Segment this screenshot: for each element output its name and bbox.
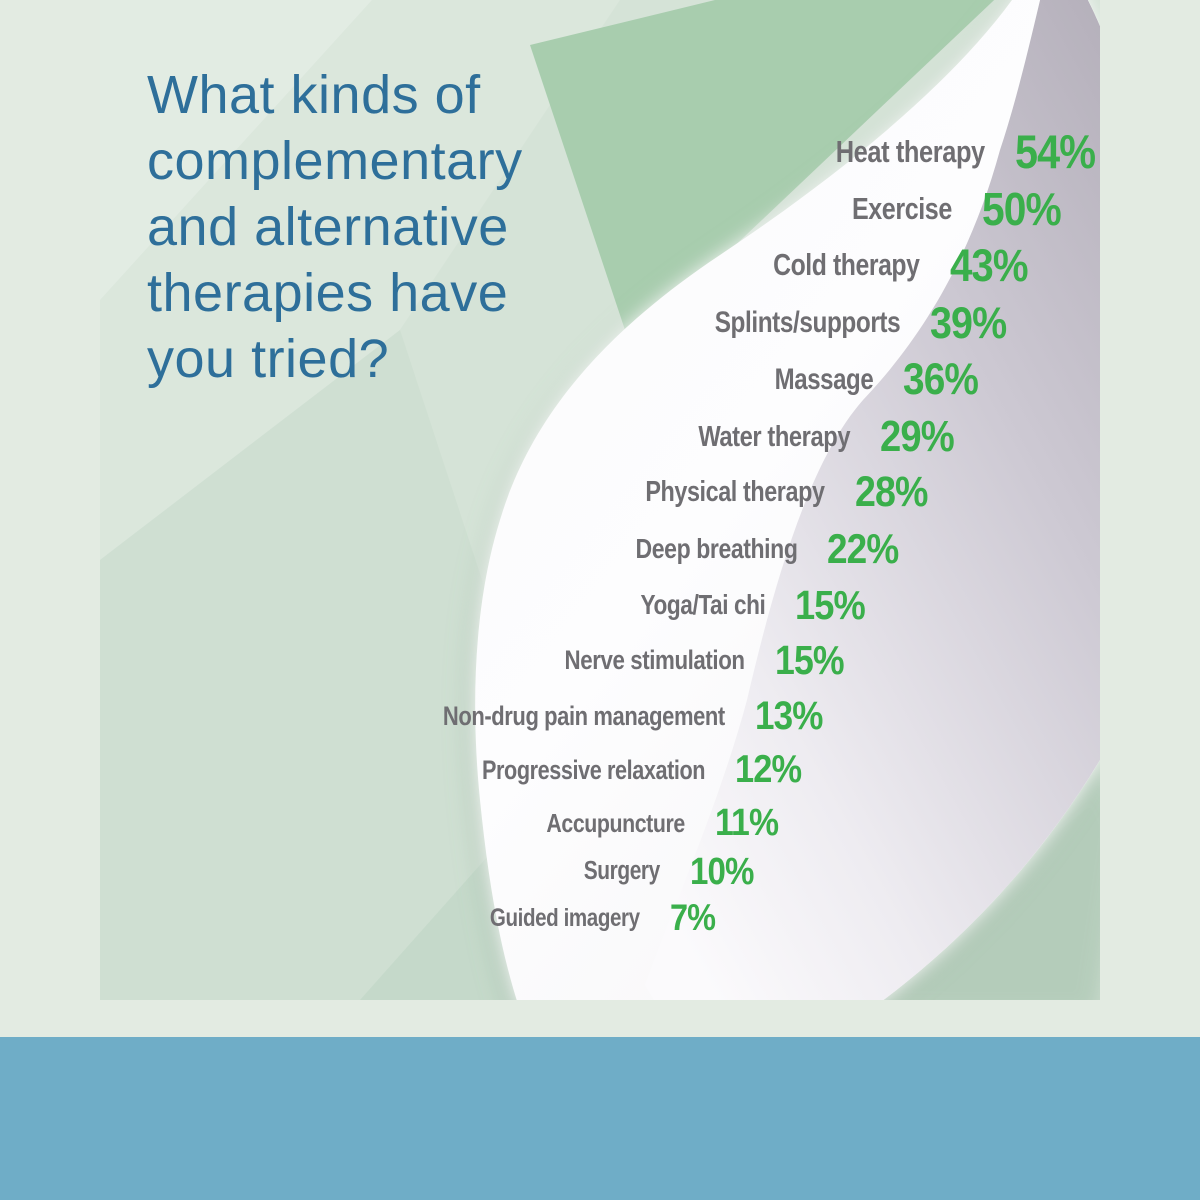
- therapy-value: 29%: [880, 413, 955, 461]
- therapy-value: 54%: [1015, 125, 1096, 178]
- title-line: What kinds of: [147, 65, 481, 125]
- therapy-value: 50%: [982, 183, 1062, 235]
- leaf-fold-shadow: [645, 0, 1100, 1000]
- therapy-value: 15%: [775, 637, 845, 683]
- therapy-value: 22%: [827, 525, 899, 572]
- therapy-row: Exercise 50%: [100, 179, 1100, 239]
- therapy-value: 15%: [795, 582, 866, 628]
- therapy-label: Progressive relaxation: [481, 755, 706, 785]
- therapy-row: Surgery 10%: [100, 841, 1100, 901]
- therapy-label: Cold therapy: [773, 249, 921, 282]
- title-line: and alternative: [147, 197, 509, 257]
- therapy-value: 43%: [950, 240, 1029, 291]
- therapy-label: Non-drug pain management: [443, 701, 725, 731]
- therapy-value: 39%: [930, 298, 1007, 348]
- therapy-row: Splints/supports 39%: [100, 293, 1100, 353]
- therapy-label: Massage: [774, 363, 873, 396]
- therapy-row: Deep breathing 22%: [100, 519, 1100, 579]
- title-line: complementary: [147, 131, 523, 191]
- therapy-value: 7%: [670, 897, 716, 938]
- therapy-row: Physical therapy 28%: [100, 462, 1100, 522]
- therapy-row: Progressive relaxation 12%: [100, 740, 1100, 800]
- leaf-cast-shadow: [571, 755, 1100, 1000]
- therapy-label: Deep breathing: [635, 533, 797, 564]
- therapy-value: 11%: [715, 801, 779, 844]
- therapy-label: Guided imagery: [490, 904, 640, 932]
- background-facet: [100, 0, 620, 560]
- therapy-value: 13%: [755, 694, 823, 738]
- therapy-label: Water therapy: [698, 421, 850, 453]
- title-line: therapies have: [147, 263, 509, 323]
- therapy-label: Heat therapy: [835, 134, 985, 169]
- background-facet: [100, 0, 372, 300]
- therapy-label: Surgery: [583, 857, 661, 885]
- therapy-label: Splints/supports: [714, 306, 901, 339]
- title-line: you tried?: [147, 329, 390, 389]
- therapy-row: Cold therapy 43%: [100, 236, 1100, 296]
- therapy-value: 28%: [855, 468, 928, 516]
- therapy-label: Physical therapy: [645, 476, 826, 508]
- footer-bar: RA IN AMERICA 2013 RA RHEUMATOIDARTHRITI…: [0, 1037, 1200, 1200]
- therapy-list: Heat therapy 54% Exercise 50% Cold therapy 43…: [100, 0, 1100, 1000]
- therapy-label: Yoga/Tai chi: [640, 589, 765, 620]
- therapy-row: Yoga/Tai chi 15%: [100, 575, 1100, 635]
- page-title: What kinds of complementary and alternat…: [147, 62, 523, 392]
- therapy-row: Non-drug pain management 13%: [100, 686, 1100, 746]
- leaf-background-graphic: [100, 0, 1100, 1000]
- therapy-value: 10%: [690, 850, 754, 892]
- therapy-row: Accupuncture 11%: [100, 793, 1100, 853]
- therapy-row: Nerve stimulation 15%: [100, 630, 1100, 690]
- therapy-row: Guided imagery 7%: [100, 888, 1100, 948]
- therapy-value: 12%: [735, 748, 802, 791]
- dark-green-wedge: [530, 0, 995, 345]
- therapy-row: Heat therapy 54%: [100, 122, 1100, 182]
- therapy-label: Nerve stimulation: [564, 644, 746, 675]
- therapy-row: Massage 36%: [100, 350, 1100, 410]
- therapy-value: 36%: [903, 355, 979, 404]
- therapy-label: Accupuncture: [546, 808, 686, 838]
- therapy-row: Water therapy 29%: [100, 407, 1100, 467]
- main-panel: What kinds of complementary and alternat…: [100, 0, 1100, 1000]
- therapy-label: Exercise: [852, 192, 952, 226]
